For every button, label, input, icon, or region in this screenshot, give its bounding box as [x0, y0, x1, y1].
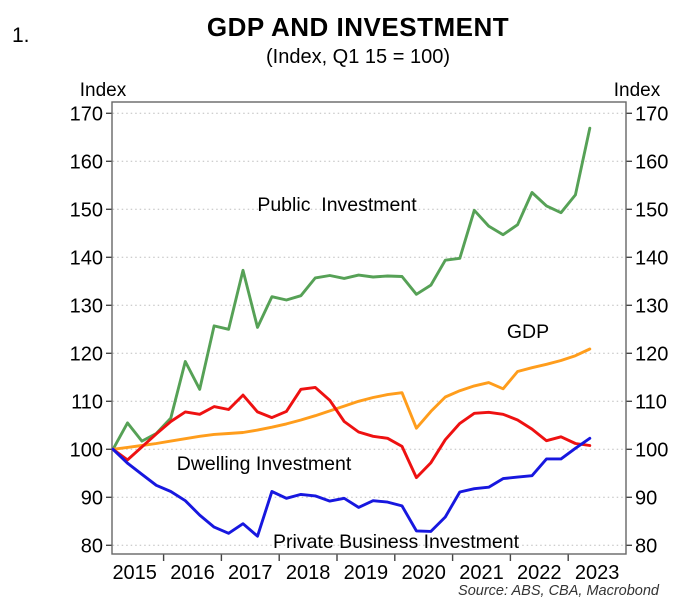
series-label-dwelling-investment: Dwelling Investment	[177, 453, 352, 475]
x-tick-label-2018: 2018	[286, 562, 331, 584]
chart-title: GDP AND INVESTMENT	[207, 12, 509, 42]
series-line-gdp	[111, 347, 592, 451]
y-tick-label-right-90: 90	[635, 487, 657, 509]
y-tick-label-right-80: 80	[635, 535, 657, 557]
y-axis-unit-right: Index	[614, 80, 661, 101]
y-tick-label-right-130: 130	[635, 295, 668, 317]
chart-subtitle: (Index, Q1 15 = 100)	[266, 46, 450, 68]
x-tick-label-2019: 2019	[344, 562, 389, 584]
series-line-private-business-investment	[111, 436, 592, 538]
y-tick-label-left-140: 140	[70, 247, 103, 269]
y-tick-label-left-150: 150	[70, 199, 103, 221]
x-tick-label-2020: 2020	[401, 562, 446, 584]
series-layer	[111, 126, 592, 538]
y-tick-label-right-120: 120	[635, 343, 668, 365]
series-line-dwelling-investment	[111, 385, 592, 480]
series-label-private-business-investment: Private Business Investment	[273, 531, 520, 553]
y-tick-label-right-110: 110	[635, 391, 667, 413]
y-tick-label-left-80: 80	[81, 535, 103, 557]
x-tick-label-2021: 2021	[459, 562, 504, 584]
x-tick-label-2022: 2022	[517, 562, 562, 584]
source-note: Source: ABS, CBA, Macrobond	[458, 583, 660, 599]
y-tick-label-right-140: 140	[635, 247, 668, 269]
tick-layer	[106, 112, 632, 561]
y-tick-label-left-110: 110	[71, 391, 103, 413]
x-tick-label-2017: 2017	[228, 562, 273, 584]
plot-border	[111, 101, 627, 555]
y-tick-label-left-90: 90	[81, 487, 103, 509]
axis-label-layer: 80 80 90 90 100 100 110 110 120 120 130 130 140 140 15…	[70, 103, 669, 584]
y-tick-label-right-170: 170	[635, 103, 668, 125]
y-axis-unit-left: Index	[80, 80, 127, 101]
y-tick-label-right-150: 150	[635, 199, 668, 221]
x-tick-label-2015: 2015	[112, 562, 157, 584]
figure-number: 1.	[12, 24, 30, 47]
y-tick-label-left-130: 130	[70, 295, 103, 317]
y-tick-label-left-160: 160	[70, 151, 103, 173]
y-tick-label-left-170: 170	[70, 103, 103, 125]
series-label-gdp: GDP	[507, 321, 549, 343]
y-tick-label-left-120: 120	[70, 343, 103, 365]
series-label-public-investment: Public Investment	[257, 194, 417, 216]
x-tick-label-2023: 2023	[575, 562, 620, 584]
x-tick-label-2016: 2016	[170, 562, 215, 584]
series-line-public-investment	[111, 126, 592, 451]
y-tick-label-right-160: 160	[635, 151, 668, 173]
y-tick-label-left-100: 100	[70, 439, 103, 461]
y-tick-label-right-100: 100	[635, 439, 668, 461]
